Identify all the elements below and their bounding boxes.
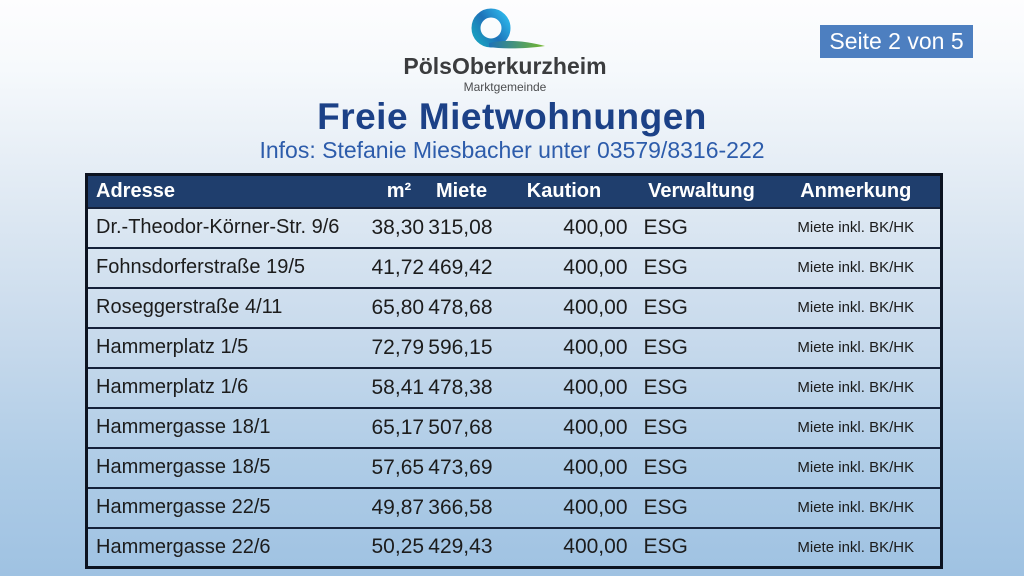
cell-adresse: Hammergasse 22/6 bbox=[86, 526, 372, 568]
cell-kaution: 400,00 bbox=[496, 246, 632, 288]
cell-verwaltung: ESG bbox=[631, 246, 772, 288]
cell-adresse: Hammerplatz 1/6 bbox=[86, 366, 372, 408]
cell-kaution: 400,00 bbox=[496, 526, 632, 568]
cell-verwaltung: ESG bbox=[631, 366, 772, 408]
cell-adresse: Dr.-Theodor-Körner-Str. 9/6 bbox=[86, 206, 372, 248]
cell-kaution: 400,00 bbox=[496, 486, 632, 528]
cell-m2: 57,65 bbox=[371, 446, 427, 488]
logo: PölsOberkurzheim Marktgemeinde bbox=[345, 5, 665, 94]
cell-adresse: Hammerplatz 1/5 bbox=[86, 326, 372, 368]
table-body: Dr.-Theodor-Körner-Str. 9/6 38,30 315,08… bbox=[86, 206, 942, 568]
cell-miete: 478,38 bbox=[426, 366, 497, 408]
cell-verwaltung: ESG bbox=[631, 286, 772, 328]
page-number-label: Seite 2 von 5 bbox=[829, 28, 964, 54]
column-header-anmerkung: Anmerkung bbox=[771, 174, 942, 208]
logo-subtitle: Marktgemeinde bbox=[463, 80, 547, 95]
table-row: Roseggerstraße 4/11 65,80 478,68 400,00 … bbox=[86, 286, 942, 328]
cell-anmerkung: Miete inkl. BK/HK bbox=[771, 206, 942, 248]
cell-m2: 49,87 bbox=[371, 486, 427, 528]
column-header-m2: m² bbox=[371, 174, 427, 208]
table-row: Fohnsdorferstraße 19/5 41,72 469,42 400,… bbox=[86, 246, 942, 288]
cell-miete: 315,08 bbox=[426, 206, 497, 248]
cell-verwaltung: ESG bbox=[631, 526, 772, 568]
cell-miete: 596,15 bbox=[426, 326, 497, 368]
cell-verwaltung: ESG bbox=[631, 486, 772, 528]
table-header: Adresse m² Miete Kaution Verwaltung Anme… bbox=[86, 174, 942, 208]
table-row: Hammergasse 22/5 49,87 366,58 400,00 ESG… bbox=[86, 486, 942, 528]
page-subtitle: Infos: Stefanie Miesbacher unter 03579/8… bbox=[259, 137, 765, 163]
cell-kaution: 400,00 bbox=[496, 206, 632, 248]
table-row: Hammergasse 18/5 57,65 473,69 400,00 ESG… bbox=[86, 446, 942, 488]
logo-name: PölsOberkurzheim bbox=[403, 53, 607, 79]
page-number-badge: Seite 2 von 5 bbox=[820, 25, 973, 58]
cell-adresse: Roseggerstraße 4/11 bbox=[86, 286, 372, 328]
cell-m2: 50,25 bbox=[371, 526, 427, 568]
cell-miete: 507,68 bbox=[426, 406, 497, 448]
cell-anmerkung: Miete inkl. BK/HK bbox=[771, 246, 942, 288]
cell-verwaltung: ESG bbox=[631, 206, 772, 248]
cell-miete: 469,42 bbox=[426, 246, 497, 288]
cell-m2: 41,72 bbox=[371, 246, 427, 288]
cell-adresse: Hammergasse 22/5 bbox=[86, 486, 372, 528]
cell-kaution: 400,00 bbox=[496, 446, 632, 488]
column-header-miete: Miete bbox=[426, 174, 497, 208]
cell-kaution: 400,00 bbox=[496, 286, 632, 328]
rental-table: Adresse m² Miete Kaution Verwaltung Anme… bbox=[85, 173, 943, 569]
column-header-verwaltung: Verwaltung bbox=[631, 174, 772, 208]
cell-anmerkung: Miete inkl. BK/HK bbox=[771, 486, 942, 528]
cell-m2: 38,30 bbox=[371, 206, 427, 248]
table-row: Hammerplatz 1/6 58,41 478,38 400,00 ESG … bbox=[86, 366, 942, 408]
cell-m2: 58,41 bbox=[371, 366, 427, 408]
cell-anmerkung: Miete inkl. BK/HK bbox=[771, 326, 942, 368]
column-header-adresse: Adresse bbox=[86, 174, 372, 208]
cell-anmerkung: Miete inkl. BK/HK bbox=[771, 406, 942, 448]
cell-m2: 65,80 bbox=[371, 286, 427, 328]
cell-kaution: 400,00 bbox=[496, 366, 632, 408]
cell-m2: 72,79 bbox=[371, 326, 427, 368]
cell-miete: 366,58 bbox=[426, 486, 497, 528]
column-header-kaution: Kaution bbox=[496, 174, 632, 208]
table-row: Hammergasse 18/1 65,17 507,68 400,00 ESG… bbox=[86, 406, 942, 448]
loop-swoosh-icon bbox=[345, 5, 665, 53]
cell-adresse: Hammergasse 18/1 bbox=[86, 406, 372, 448]
cell-anmerkung: Miete inkl. BK/HK bbox=[771, 286, 942, 328]
cell-adresse: Fohnsdorferstraße 19/5 bbox=[86, 246, 372, 288]
cell-adresse: Hammergasse 18/5 bbox=[86, 446, 372, 488]
cell-kaution: 400,00 bbox=[496, 326, 632, 368]
cell-anmerkung: Miete inkl. BK/HK bbox=[771, 526, 942, 568]
page-title: Freie Mietwohnungen bbox=[317, 96, 707, 137]
table-row: Hammerplatz 1/5 72,79 596,15 400,00 ESG … bbox=[86, 326, 942, 368]
cell-miete: 429,43 bbox=[426, 526, 497, 568]
cell-anmerkung: Miete inkl. BK/HK bbox=[771, 366, 942, 408]
cell-m2: 65,17 bbox=[371, 406, 427, 448]
cell-anmerkung: Miete inkl. BK/HK bbox=[771, 446, 942, 488]
cell-kaution: 400,00 bbox=[496, 406, 632, 448]
table-row: Hammergasse 22/6 50,25 429,43 400,00 ESG… bbox=[86, 526, 942, 568]
table-row: Dr.-Theodor-Körner-Str. 9/6 38,30 315,08… bbox=[86, 206, 942, 248]
cell-verwaltung: ESG bbox=[631, 406, 772, 448]
cell-miete: 473,69 bbox=[426, 446, 497, 488]
cell-verwaltung: ESG bbox=[631, 326, 772, 368]
cell-miete: 478,68 bbox=[426, 286, 497, 328]
cell-verwaltung: ESG bbox=[631, 446, 772, 488]
